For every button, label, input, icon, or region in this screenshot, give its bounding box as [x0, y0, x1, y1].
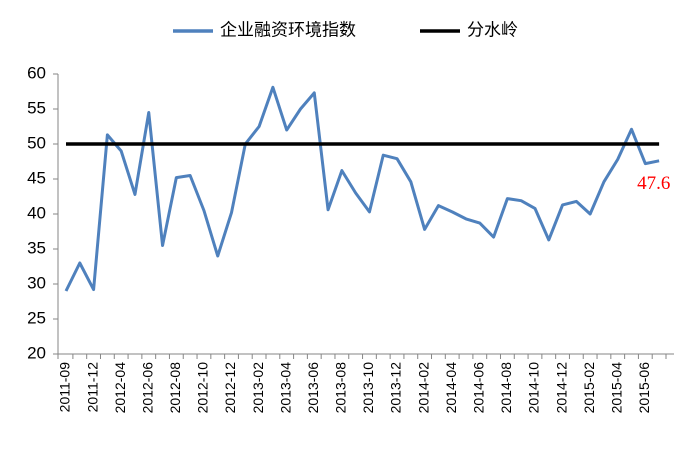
data-label: 47.6	[637, 173, 670, 194]
x-tick-label: 2012-08	[167, 362, 183, 414]
x-tick-label: 2012-10	[195, 362, 211, 414]
x-tick-label: 2013-06	[305, 362, 321, 414]
x-tick-label: 2013-04	[277, 362, 293, 414]
y-tick-label: 40	[27, 203, 46, 222]
x-tick-label: 2014-04	[443, 362, 459, 414]
x-tick-label: 2013-12	[388, 362, 404, 414]
x-tick-label: 2014-12	[553, 362, 569, 414]
x-tick-label: 2011-09	[57, 362, 73, 413]
y-tick-label: 25	[27, 308, 46, 327]
x-tick-label: 2011-12	[84, 362, 100, 413]
y-tick-label: 50	[27, 133, 46, 152]
y-tick-label: 30	[27, 273, 46, 292]
x-tick-label: 2015-04	[608, 362, 624, 414]
x-tick-label: 2014-08	[498, 362, 514, 414]
x-tick-label: 2014-10	[526, 362, 542, 414]
y-tick-label: 55	[27, 98, 46, 117]
x-tick-label: 2012-06	[139, 362, 155, 414]
x-tick-label: 2015-02	[581, 362, 597, 414]
x-tick-label: 2012-04	[112, 362, 128, 414]
x-tick-label: 2014-06	[470, 362, 486, 414]
y-tick-label: 45	[27, 168, 46, 187]
series-line	[64, 85, 660, 292]
x-tick-label: 2014-02	[415, 362, 431, 414]
x-tick-label: 2013-02	[250, 362, 266, 414]
y-tick-label: 20	[27, 343, 46, 362]
x-tick-label: 2013-08	[333, 362, 349, 414]
y-tick-label: 35	[27, 238, 46, 257]
legend-label: 分水岭	[467, 20, 518, 39]
x-tick-label: 2015-06	[636, 362, 652, 414]
x-tick-label: 2013-10	[360, 362, 376, 414]
x-tick-label: 2012-12	[222, 362, 238, 414]
legend-label: 企业融资环境指数	[220, 20, 356, 39]
y-tick-label: 60	[27, 63, 46, 82]
